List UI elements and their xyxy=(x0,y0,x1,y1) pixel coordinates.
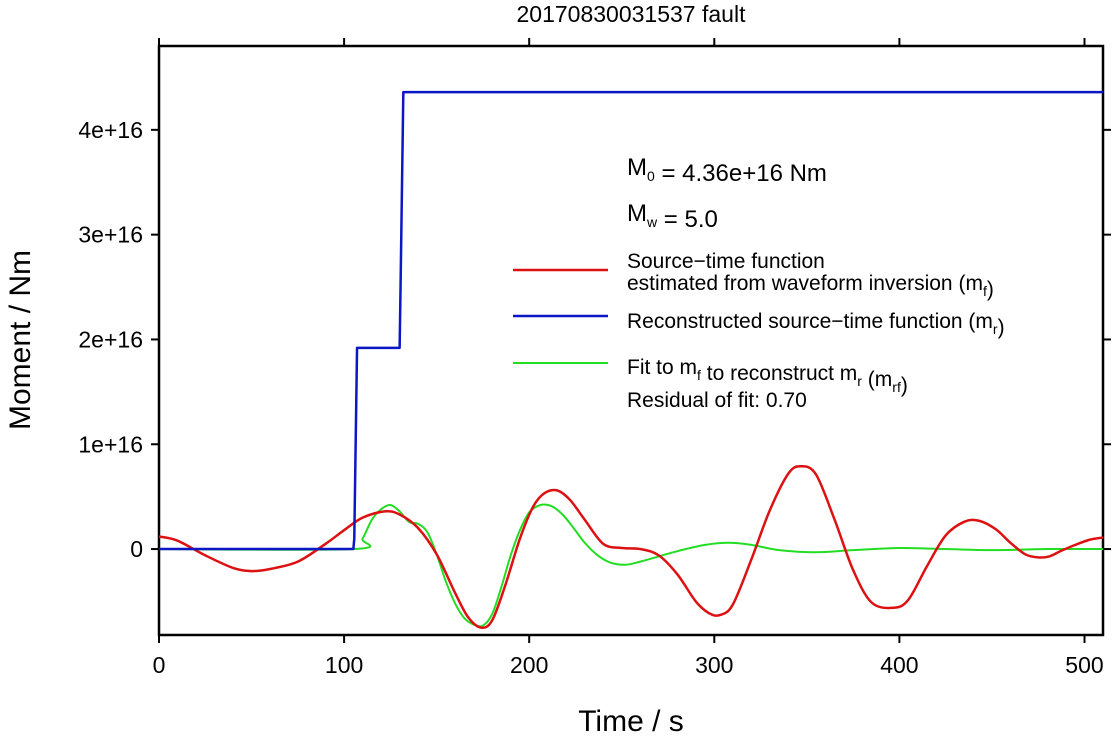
x-tick-label: 400 xyxy=(880,652,918,678)
series-line-mf xyxy=(158,464,1104,630)
x-tick-label: 200 xyxy=(510,652,548,678)
seismic-moment-annotation: M0 = 4.36e+16 Nm xyxy=(627,154,827,187)
legend-label-mrf: Fit to mf to reconstruct mr (mrf) xyxy=(627,356,908,397)
legend-label-mf: estimated from waveform inversion (mf) xyxy=(627,272,994,301)
axis-ticks: 0 100 200 300 400 500 0 1e+16 2e+16 3e+16 4e+16 xyxy=(78,38,1111,678)
legend-label-mf: Source−time function xyxy=(627,250,825,273)
x-tick-label: 0 xyxy=(153,652,166,678)
chart-title: 20170830031537 fault xyxy=(517,1,747,27)
legend-label-mr: Reconstructed source−time function (mr) xyxy=(627,310,1005,339)
y-tick-label: 1e+16 xyxy=(78,431,143,457)
x-tick-label: 500 xyxy=(1065,652,1103,678)
plot-frame xyxy=(157,44,1105,637)
series-line-mr xyxy=(159,90,1103,551)
x-tick-label: 300 xyxy=(695,652,733,678)
y-axis-title: Moment / Nm xyxy=(4,250,37,430)
y-tick-label: 0 xyxy=(130,536,143,562)
series-lines xyxy=(158,90,1104,630)
y-tick-label: 4e+16 xyxy=(78,117,143,143)
moment-magnitude-annotation: Mw = 5.0 xyxy=(627,200,718,233)
y-tick-label: 2e+16 xyxy=(78,326,143,352)
residual-annotation: Residual of fit: 0.70 xyxy=(627,389,807,412)
y-tick-label: 3e+16 xyxy=(78,222,143,248)
x-tick-label: 100 xyxy=(325,652,363,678)
x-axis-title: Time / s xyxy=(578,705,684,736)
